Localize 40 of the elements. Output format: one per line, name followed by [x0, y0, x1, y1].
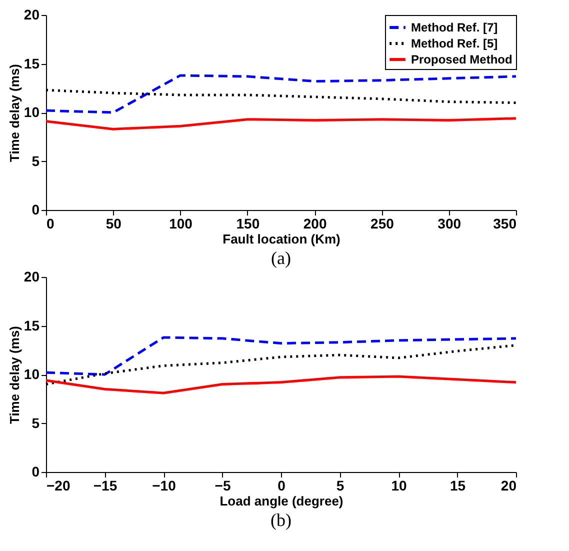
y-tick-label: 0 — [32, 202, 40, 218]
legend-label: Method Ref. [5] — [411, 36, 498, 50]
y-tick-label: 20 — [24, 6, 40, 22]
x-tick-label: −5 — [214, 478, 231, 494]
text: (a) — [271, 248, 291, 268]
x-tick-label: 15 — [450, 478, 466, 494]
x-tick-label: 350 — [493, 216, 517, 232]
x-axis-title: Fault location (Km) — [222, 232, 340, 246]
x-tick-label: 150 — [236, 216, 260, 232]
legend-label: Method Ref. [7] — [411, 20, 498, 34]
x-tick-label: 200 — [303, 216, 327, 232]
y-tick-label: 0 — [32, 464, 40, 480]
x-tick-label: 0 — [278, 478, 286, 494]
x-tick-label: −15 — [93, 478, 118, 494]
x-tick-label: 100 — [169, 216, 193, 232]
y-tick-label: 5 — [32, 414, 40, 431]
line-series — [44, 117, 518, 130]
line-series — [44, 74, 518, 114]
x-tick-label: 5 — [336, 478, 344, 494]
x-axis-title: Load angle (degree) — [220, 494, 344, 508]
x-tick-label: 50 — [106, 216, 122, 232]
y-tick-label: 20 — [24, 268, 40, 284]
x-tick-label: 10 — [391, 478, 407, 494]
y-tick-label: 10 — [24, 366, 40, 382]
x-tick-label: 250 — [370, 216, 394, 232]
y-tick-label: 15 — [24, 317, 40, 334]
x-tick-label: −10 — [152, 478, 176, 494]
line-series — [44, 375, 518, 394]
y-tick-label: 15 — [24, 55, 40, 72]
y-tick-label: 5 — [32, 152, 40, 169]
legend-label: Proposed Method — [411, 52, 512, 66]
x-tick-label: 300 — [438, 216, 462, 232]
y-tick-label: 10 — [24, 104, 40, 120]
y-axis-title: Time delay (ms) — [6, 326, 22, 424]
y-axis-title: Time delay (ms) — [6, 64, 22, 162]
text: (b) — [270, 510, 292, 530]
x-tick-label: 20 — [500, 478, 517, 494]
line-series — [44, 336, 518, 376]
x-tick-label: 0 — [46, 216, 54, 232]
x-tick-label: −20 — [46, 478, 70, 494]
